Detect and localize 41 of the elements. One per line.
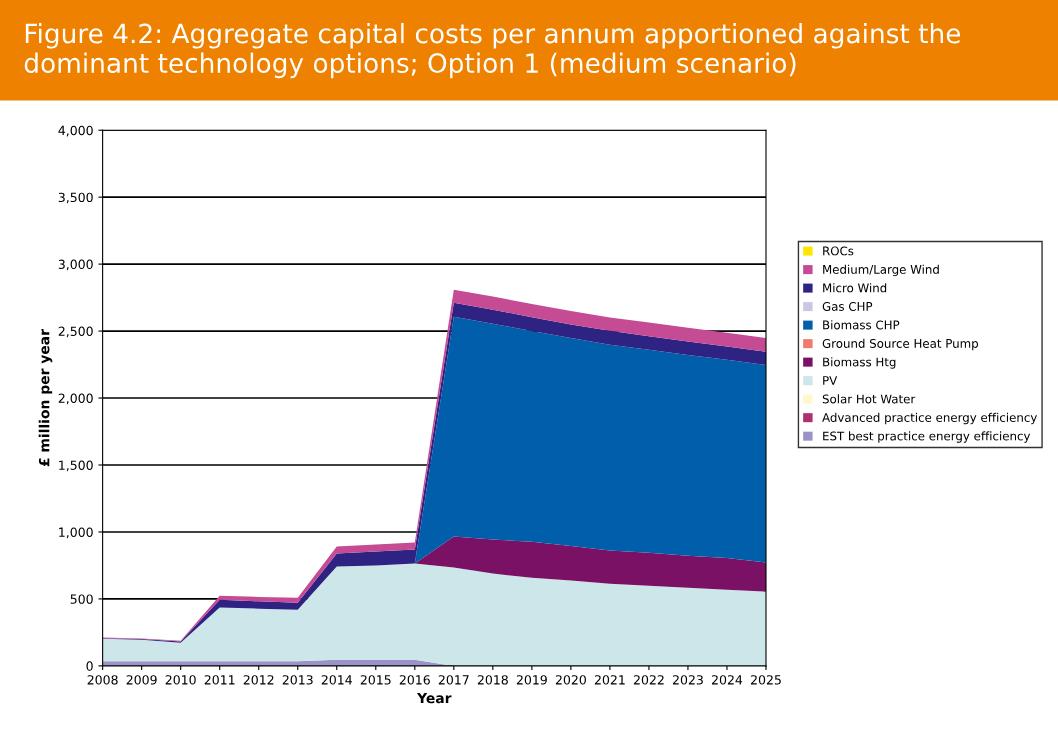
x-tick-label: 2010: [165, 675, 196, 685]
y-tick-label: 2,000: [58, 393, 93, 405]
x-tick-label: 2015: [360, 675, 391, 685]
y-tick-label: 500: [70, 594, 93, 604]
x-tick-label: 2022: [633, 675, 664, 685]
y-tick-label: 1,000: [59, 527, 93, 539]
x-tick-label: 2008: [87, 675, 118, 685]
x-tick-label: 2019: [516, 675, 547, 685]
y-tick-label: 3,500: [58, 192, 93, 204]
chart-title: Figure 4.2: Aggregate capital costs per annum apportioned against the dominant technology options; Option 1 (medium scenario): [24, 23, 961, 79]
legend-label: Medium/Large Wind: [823, 264, 939, 277]
x-tick-label: 2020: [555, 675, 586, 685]
x-tick-label: 2021: [594, 675, 625, 685]
x-tick-label: 2023: [672, 675, 703, 685]
x-tick-label: 2024: [711, 675, 743, 685]
x-tick-label: 2017: [438, 675, 469, 685]
x-tick-label: 2012: [243, 675, 274, 685]
x-axis-title: Year: [416, 692, 452, 704]
x-tick-label: 2014: [321, 675, 352, 685]
y-tick-label: 2,500: [58, 326, 93, 338]
x-tick-label: 2018: [477, 675, 508, 685]
y-tick-label: 3,000: [58, 259, 93, 271]
x-tick-label: 2009: [126, 675, 157, 685]
legend-label: Biomass CHP: [823, 320, 900, 330]
legend-label: Ground Source Heat Pump: [822, 338, 978, 351]
legend-label: Solar Hot Water: [822, 394, 916, 404]
x-tick-label: 2011: [204, 675, 235, 685]
legend-label: Micro Wind: [823, 283, 887, 293]
legend-label: EST best practice energy efficiency: [823, 431, 1031, 443]
legend-label: Gas CHP: [822, 301, 873, 311]
x-tick-label: 2013: [282, 675, 313, 685]
legend-label: PV: [823, 376, 838, 385]
y-axis-title: £ million per year: [38, 329, 53, 467]
y-tick-label: 0: [86, 661, 93, 671]
legend-label: Biomass Htg: [823, 357, 896, 369]
legend-label: ROCs: [823, 246, 854, 256]
x-tick-label: 2016: [399, 675, 430, 685]
legend-label: Advanced practice energy efficiency: [822, 412, 1037, 425]
y-tick-label: 4,000: [58, 125, 93, 137]
x-tick-label: 2025: [751, 675, 781, 685]
y-tick-label: 1,500: [59, 460, 93, 472]
